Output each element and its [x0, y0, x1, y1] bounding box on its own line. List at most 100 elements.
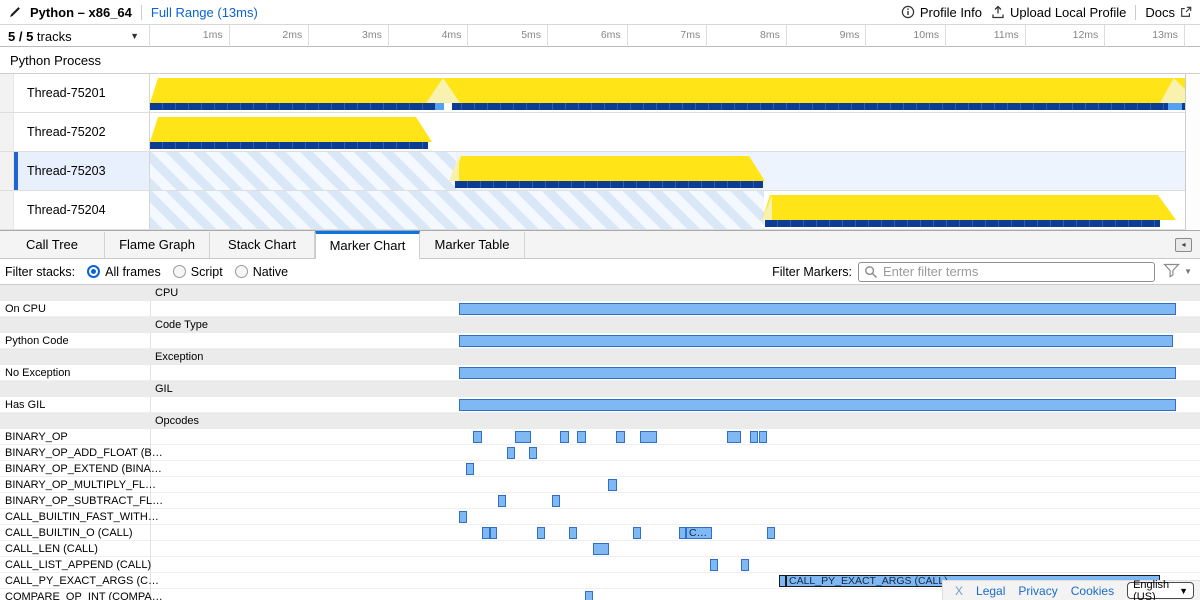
edit-pencil-icon[interactable]	[8, 6, 21, 19]
track-row-thread-75203[interactable]: Thread-75203	[0, 152, 1200, 191]
marker[interactable]	[616, 431, 625, 443]
marker[interactable]	[507, 447, 515, 459]
marker[interactable]	[490, 527, 497, 539]
upload-profile-button[interactable]: Upload Local Profile	[991, 5, 1126, 20]
marker[interactable]	[466, 463, 474, 475]
track-row-thread-75204[interactable]: Thread-75204	[0, 191, 1200, 230]
marker[interactable]	[577, 431, 586, 443]
docs-link[interactable]: Docs	[1145, 5, 1192, 20]
radio-label: Script	[190, 264, 223, 279]
marker-filter-input[interactable]	[858, 261, 1155, 282]
tab-marker-chart[interactable]: Marker Chart	[315, 231, 420, 259]
label-column-divider	[150, 509, 151, 525]
marker[interactable]	[459, 399, 1176, 411]
marker[interactable]	[569, 527, 577, 539]
marker[interactable]	[593, 543, 609, 555]
marker-row-label: CALL_LIST_APPEND (CALL)	[5, 559, 152, 571]
marker[interactable]	[482, 527, 490, 539]
marker[interactable]	[710, 559, 718, 571]
marker-row[interactable]: CALL_BUILTIN_O (CALL) C…	[0, 525, 1200, 541]
activity-graph	[150, 117, 432, 142]
full-range-link[interactable]: Full Range (13ms)	[150, 4, 258, 20]
marker-filter-options[interactable]: ▼	[1163, 263, 1192, 281]
time-ruler[interactable]: 1ms 2ms 3ms 4ms 5ms 6ms 7ms 8ms 9ms 10ms 11ms 12ms 1…	[150, 25, 1185, 47]
filter-radio-native[interactable]: Native	[234, 265, 288, 279]
tab-flame-graph[interactable]: Flame Graph	[105, 232, 210, 258]
marker[interactable]	[537, 527, 545, 539]
tab-marker-table[interactable]: Marker Table	[420, 232, 525, 258]
radio-icon	[87, 265, 101, 278]
timeline-scrollbar[interactable]	[1185, 74, 1200, 230]
label-column-divider	[150, 365, 151, 381]
marker-row[interactable]: Has GIL	[0, 397, 1200, 413]
marker-row[interactable]: CALL_PY_EXACT_ARGS (C… CALL_PY_EXACT_ARGS…	[0, 573, 1200, 589]
marker[interactable]	[779, 575, 786, 587]
footer-link-legal[interactable]: Legal	[976, 583, 1006, 598]
upload-label: Upload Local Profile	[1010, 4, 1127, 20]
marker-row[interactable]: No Exception	[0, 365, 1200, 381]
marker-row[interactable]: On CPU	[0, 301, 1200, 317]
track-row-thread-75202[interactable]: Thread-75202	[0, 113, 1200, 152]
marker[interactable]	[459, 303, 1176, 315]
close-icon[interactable]: X	[955, 583, 964, 598]
marker[interactable]	[473, 431, 482, 443]
marker[interactable]	[459, 335, 1173, 347]
marker[interactable]	[633, 527, 641, 539]
marker[interactable]	[459, 367, 1176, 379]
marker[interactable]: C…	[686, 527, 712, 539]
profile-title: Python – x86_64	[30, 4, 132, 20]
track-activity-canvas[interactable]	[150, 191, 1185, 229]
chevron-down-icon: ▼	[1184, 267, 1192, 276]
profile-info-label: Profile Info	[919, 4, 983, 20]
filter-radio-all-frames[interactable]: All frames	[87, 265, 161, 279]
marker[interactable]	[552, 495, 560, 507]
marker-row[interactable]: COMPARE_OP_INT (COMPA…	[0, 589, 1200, 600]
marker[interactable]	[767, 527, 775, 539]
marker-row[interactable]: BINARY_OP_MULTIPLY_FL…	[0, 477, 1200, 493]
marker[interactable]	[515, 431, 531, 443]
track-activity-canvas[interactable]	[150, 113, 1185, 151]
ruler-tick: 11ms	[946, 25, 1026, 47]
marker-row-label: BINARY_OP_SUBTRACT_FL…	[5, 495, 164, 507]
marker[interactable]	[529, 447, 537, 459]
marker-row-label: BINARY_OP_ADD_FLOAT (B…	[5, 447, 163, 459]
marker[interactable]	[608, 479, 617, 491]
marker[interactable]	[750, 431, 758, 443]
marker-chart[interactable]: CPU On CPU Code Type Python Code Exception No…	[0, 285, 1200, 600]
radio-icon	[172, 265, 186, 278]
marker[interactable]	[498, 495, 506, 507]
language-select[interactable]: English (US) ▼	[1127, 579, 1194, 600]
marker[interactable]	[640, 431, 657, 443]
profile-info-button[interactable]: Profile Info	[901, 5, 982, 20]
marker[interactable]	[759, 431, 767, 443]
track-row-thread-75201[interactable]: Thread-75201	[0, 74, 1200, 113]
marker[interactable]	[727, 431, 741, 443]
track-activity-canvas[interactable]	[150, 152, 1185, 190]
marker[interactable]	[679, 527, 686, 539]
marker-row[interactable]: BINARY_OP	[0, 429, 1200, 445]
footer-link-privacy[interactable]: Privacy	[1018, 583, 1058, 598]
marker[interactable]	[459, 511, 467, 523]
marker[interactable]	[560, 431, 569, 443]
footer-link-cookies[interactable]: Cookies	[1070, 583, 1115, 598]
ruler-tick: 8ms	[707, 25, 787, 47]
marker[interactable]	[585, 591, 593, 600]
sidebar-toggle-icon[interactable]: ◂	[1175, 238, 1192, 252]
marker-row[interactable]: CALL_LIST_APPEND (CALL)	[0, 557, 1200, 573]
marker[interactable]	[741, 559, 749, 571]
track-activity-canvas[interactable]	[150, 74, 1185, 112]
process-label: Python Process	[10, 52, 102, 68]
process-row[interactable]: Python Process	[0, 47, 1200, 74]
filter-radio-script[interactable]: Script	[172, 264, 223, 279]
marker-row-label: Opcodes	[155, 415, 200, 427]
marker-row[interactable]: BINARY_OP_SUBTRACT_FL…	[0, 493, 1200, 509]
tracks-visibility-dropdown[interactable]: 5 / 5 tracks ▼	[0, 25, 150, 47]
marker-row[interactable]: CALL_BUILTIN_FAST_WITH…	[0, 509, 1200, 525]
samples-bar	[150, 103, 1185, 110]
tab-call-tree[interactable]: Call Tree	[0, 232, 105, 258]
marker-row[interactable]: Python Code	[0, 333, 1200, 349]
tab-stack-chart[interactable]: Stack Chart	[210, 232, 315, 258]
marker-row[interactable]: CALL_LEN (CALL)	[0, 541, 1200, 557]
marker-row[interactable]: BINARY_OP_EXTEND (BINA…	[0, 461, 1200, 477]
marker-row[interactable]: BINARY_OP_ADD_FLOAT (B…	[0, 445, 1200, 461]
